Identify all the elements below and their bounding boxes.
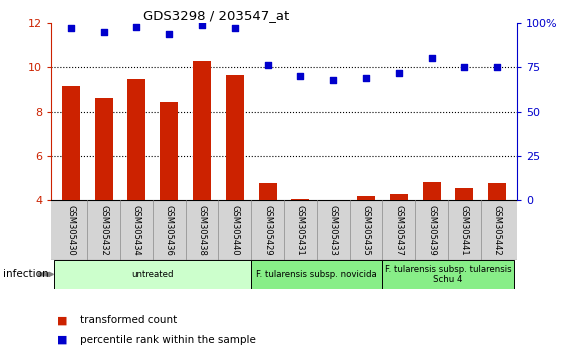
Point — [132, 25, 141, 30]
Text: GSM305438: GSM305438 — [198, 205, 207, 256]
Text: GSM305437: GSM305437 — [394, 205, 403, 256]
Text: F. tularensis subsp. tularensis
Schu 4: F. tularensis subsp. tularensis Schu 4 — [385, 265, 511, 284]
Text: GSM305430: GSM305430 — [66, 205, 76, 256]
Point — [66, 25, 76, 31]
Text: GSM305432: GSM305432 — [99, 205, 108, 256]
Text: GSM305435: GSM305435 — [361, 205, 370, 256]
Point — [492, 64, 502, 70]
Text: ■: ■ — [57, 335, 67, 345]
Point — [296, 73, 305, 79]
Text: infection: infection — [3, 269, 48, 279]
Bar — [251, 260, 382, 289]
Text: GSM305439: GSM305439 — [427, 205, 436, 256]
Point — [165, 31, 174, 36]
Bar — [423, 182, 441, 200]
Text: percentile rank within the sample: percentile rank within the sample — [80, 335, 256, 345]
Text: GSM305440: GSM305440 — [230, 205, 239, 256]
Point — [99, 29, 108, 35]
Point — [427, 56, 436, 61]
Bar — [55, 260, 251, 289]
Text: F. tularensis subsp. novicida: F. tularensis subsp. novicida — [256, 270, 377, 279]
Text: untreated: untreated — [132, 270, 174, 279]
Text: GSM305441: GSM305441 — [460, 205, 469, 256]
Text: GSM305442: GSM305442 — [492, 205, 502, 256]
Bar — [127, 79, 145, 200]
Bar — [193, 61, 211, 200]
Text: GDS3298 / 203547_at: GDS3298 / 203547_at — [143, 9, 289, 22]
Point — [460, 64, 469, 70]
Bar — [160, 102, 178, 200]
Text: GSM305434: GSM305434 — [132, 205, 141, 256]
Text: GSM305433: GSM305433 — [329, 205, 338, 256]
Bar — [258, 183, 277, 200]
Point — [263, 63, 272, 68]
Bar — [62, 86, 80, 200]
Text: GSM305436: GSM305436 — [165, 205, 174, 256]
Bar — [456, 188, 473, 200]
Point — [198, 22, 207, 28]
Text: ■: ■ — [57, 315, 67, 325]
Bar — [226, 75, 244, 200]
Bar — [390, 194, 408, 200]
Bar — [488, 183, 506, 200]
Bar — [382, 260, 513, 289]
Bar — [357, 195, 375, 200]
Point — [394, 70, 403, 75]
Bar — [291, 199, 310, 200]
Text: GSM305429: GSM305429 — [263, 205, 272, 256]
Text: transformed count: transformed count — [80, 315, 177, 325]
Point — [329, 77, 338, 82]
Bar — [95, 98, 112, 200]
Text: GSM305431: GSM305431 — [296, 205, 305, 256]
Point — [361, 75, 370, 81]
Point — [230, 25, 239, 31]
